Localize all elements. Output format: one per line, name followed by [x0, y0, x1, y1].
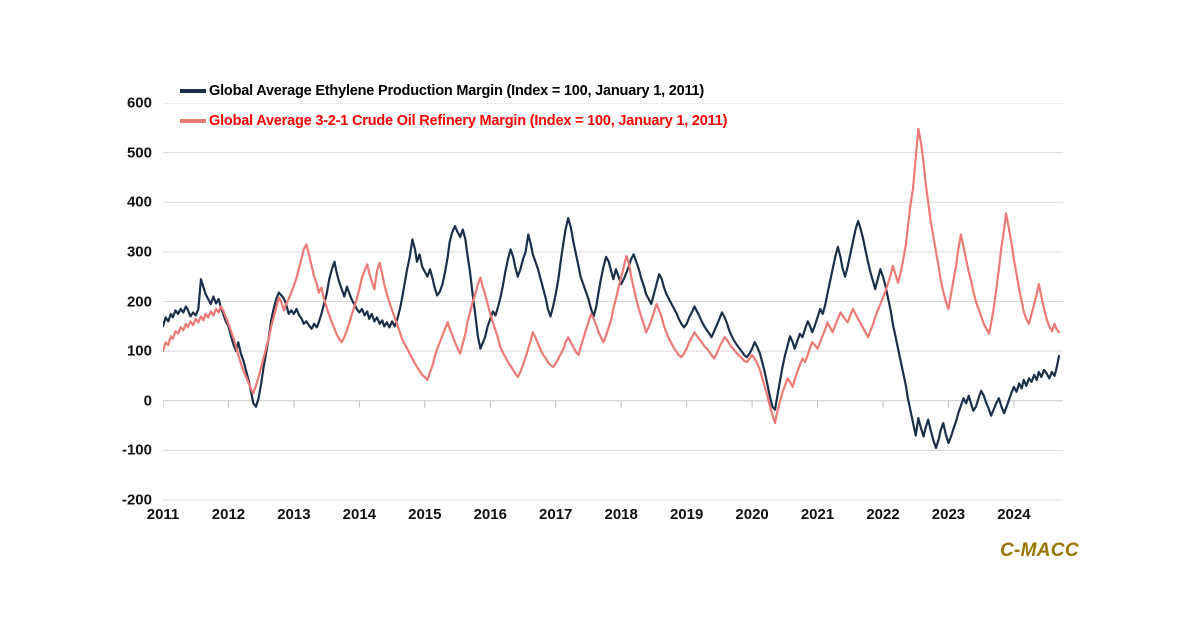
x-axis-tick-label: 2015 [408, 506, 442, 523]
y-axis-tick-label: -100 [121, 441, 152, 459]
x-axis-tick-label: 2021 [800, 506, 835, 523]
y-axis-tick-label: 600 [126, 94, 152, 112]
y-axis-tick-label: 500 [126, 144, 152, 162]
x-axis-tick-label: 2016 [473, 506, 507, 523]
series-line-ethylene [163, 217, 1061, 449]
y-axis-tick-label: 400 [126, 193, 152, 211]
x-axis-tick-label: 2020 [735, 506, 769, 523]
x-axis-tick-label: 2017 [539, 506, 573, 523]
x-axis-tick-label: 2022 [866, 506, 900, 523]
legend-item-refinery: Global Average 3-2-1 Crude Oil Refinery … [180, 106, 727, 136]
x-axis-tick-label: 2011 [146, 506, 180, 523]
x-axis-tick-label: 2024 [997, 506, 1031, 523]
x-axis-tick-label: 2018 [604, 506, 638, 523]
legend-swatch-refinery [180, 119, 206, 123]
legend-swatch-ethylene [180, 89, 206, 93]
legend-label-ethylene: Global Average Ethylene Production Margi… [209, 83, 705, 99]
series-line-refinery [163, 127, 1061, 425]
x-axis-tick-label: 2023 [931, 506, 966, 523]
y-axis: 600 500 400 300 200 100 0 -100 -200 [0, 0, 152, 627]
chart-legend: Global Average Ethylene Production Margi… [180, 76, 727, 136]
y-axis-tick-label: 200 [126, 293, 152, 310]
legend-item-ethylene: Global Average Ethylene Production Margi… [180, 76, 727, 106]
y-axis-tick-label: 100 [126, 342, 152, 360]
x-axis-tick-label: 2019 [669, 506, 704, 523]
x-axis-tick-label: 2014 [342, 506, 377, 523]
plot-area [163, 103, 1063, 501]
watermark: C-MACC [1000, 540, 1079, 561]
chart-svg [163, 103, 1063, 501]
y-axis-tick-label: 300 [126, 243, 152, 261]
x-axis-tick-label: 2013 [277, 506, 311, 523]
x-axis-tick-label: 2012 [211, 506, 246, 523]
legend-label-refinery: Global Average 3-2-1 Crude Oil Refinery … [209, 113, 728, 129]
y-axis-tick-label: 0 [143, 392, 152, 410]
y-axis-tick-label: -200 [121, 491, 152, 509]
